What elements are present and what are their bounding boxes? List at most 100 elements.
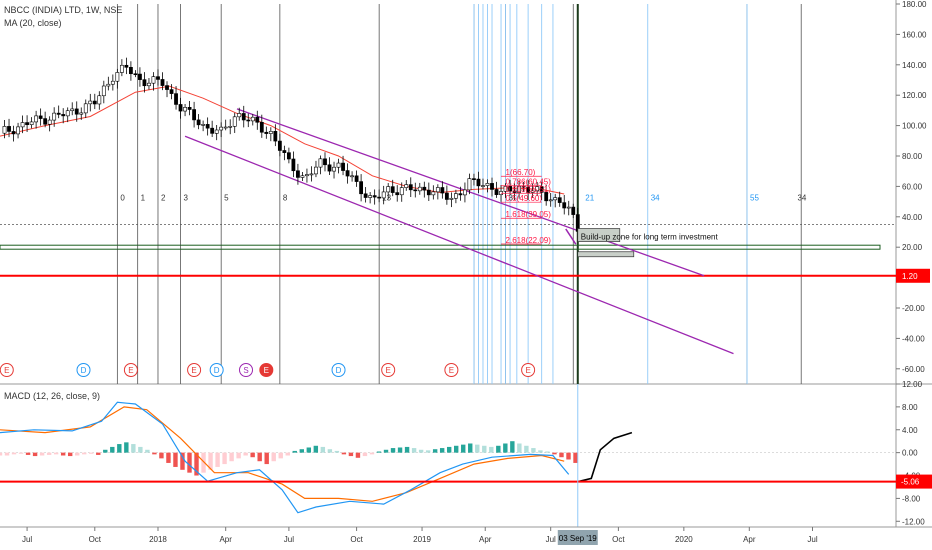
candle-up (115, 72, 120, 82)
candle-down (160, 79, 165, 86)
macd-red-level-badge (896, 474, 932, 489)
candle-up (350, 175, 354, 178)
annotation-box (577, 228, 621, 242)
macd-histogram-bar (145, 449, 150, 453)
fib-level-label: 0.5(49.60) (506, 194, 543, 203)
candle-up (332, 166, 336, 172)
candle-up (548, 199, 553, 202)
candle-down (291, 158, 296, 172)
macd-histogram-bar (517, 443, 522, 453)
channel-upper-line (236, 108, 705, 277)
price-tick-label: -40.00 (902, 334, 925, 343)
candle-up (52, 112, 57, 121)
candle-down (174, 93, 178, 105)
macd-histogram-bar (271, 452, 276, 462)
macd-histogram-bar (0, 452, 3, 456)
candle-up (530, 190, 535, 193)
macd-histogram-bar (75, 452, 80, 456)
date-badge (557, 530, 598, 545)
event-marker (331, 363, 346, 377)
event-marker (0, 363, 14, 377)
macd-histogram-bar (482, 445, 487, 453)
main-price-pane: 180.00160.00140.00120.00100.0080.0060.00… (0, 0, 932, 527)
candle-up (47, 119, 52, 125)
macd-histogram-bar (531, 448, 536, 453)
fib-time-label: 2 (161, 194, 166, 203)
macd-histogram-bar (503, 443, 508, 453)
candle-up (467, 178, 472, 191)
macd-histogram-bar (159, 452, 164, 459)
candle-down (165, 85, 169, 90)
macd-histogram-bar (201, 452, 206, 473)
candle-down (413, 189, 418, 192)
candle-down (192, 109, 196, 121)
candle-down (323, 158, 327, 166)
candle-down (490, 183, 494, 190)
event-marker-label: D (81, 366, 87, 375)
macd-histogram-bar (229, 452, 234, 462)
candle-down (74, 108, 79, 115)
macd-histogram-bar (334, 450, 340, 453)
price-tick-label: -20.00 (902, 304, 925, 313)
macd-histogram-bar (243, 452, 248, 456)
candle-down (521, 185, 526, 188)
candle-down (11, 131, 16, 135)
candle-down (476, 178, 481, 187)
candle-down (327, 164, 332, 172)
time-tick-label: Oct (350, 535, 363, 544)
candle-down (138, 73, 142, 80)
fib-time-label: 3 (509, 194, 514, 203)
macd-histogram-bar (313, 445, 319, 453)
candle-up (20, 122, 25, 128)
candle-up (228, 126, 233, 128)
macd-histogram-bar (46, 452, 52, 455)
candle-down (539, 186, 544, 193)
event-marker (187, 363, 202, 377)
macd-histogram-bar (489, 446, 494, 453)
macd-histogram-bar (103, 449, 108, 453)
candle-down (43, 118, 48, 125)
candle-up (386, 186, 391, 193)
macd-tick-label: 8.00 (902, 403, 918, 412)
price-tick-label: 160.00 (902, 30, 927, 39)
macd-histogram-bar (180, 452, 185, 470)
price-tick-label: -60.00 (902, 365, 925, 374)
macd-histogram-bar (166, 452, 171, 463)
event-marker-label: D (214, 366, 220, 375)
candle-up (481, 185, 485, 187)
macd-histogram-bar (348, 452, 354, 457)
macd-histogram-bar (117, 444, 122, 453)
candle-up (309, 173, 314, 176)
macd-histogram-bar (11, 452, 17, 455)
macd-histogram-bar (411, 448, 417, 453)
macd-histogram-bar (320, 446, 326, 453)
candle-down (508, 186, 512, 192)
candle-up (381, 191, 386, 199)
candle-up (553, 197, 558, 201)
candle-up (336, 162, 341, 168)
macd-tick-label: 4.00 (902, 426, 918, 435)
macd-tick-label: 12.00 (902, 380, 923, 389)
macd-histogram-bar (194, 452, 199, 476)
macd-histogram-bar (32, 452, 38, 457)
candle-up (237, 113, 242, 118)
macd-histogram-bar (432, 449, 438, 453)
macd-histogram-bar (110, 446, 115, 453)
time-tick-label: Oct (612, 535, 625, 544)
event-marker (259, 363, 274, 377)
macd-projection-curve (577, 431, 633, 483)
event-marker (209, 363, 224, 377)
macd-histogram-bar (187, 452, 192, 473)
fib-time-label: 5 (224, 194, 229, 203)
red-level-label: 1.20 (902, 272, 918, 281)
candle-up (463, 189, 467, 196)
candle-down (341, 162, 345, 171)
annotation-arrow (565, 228, 577, 245)
macd-histogram-bar (96, 452, 101, 455)
candle-up (318, 158, 323, 168)
candle-down (472, 178, 476, 180)
candle-up (535, 186, 540, 192)
macd-histogram-bar (369, 452, 375, 455)
time-axis: Jul Oct 2018 Apr Jul Oct 2019 Apr Jul Oct 2020 Apr J… (0, 526, 932, 545)
